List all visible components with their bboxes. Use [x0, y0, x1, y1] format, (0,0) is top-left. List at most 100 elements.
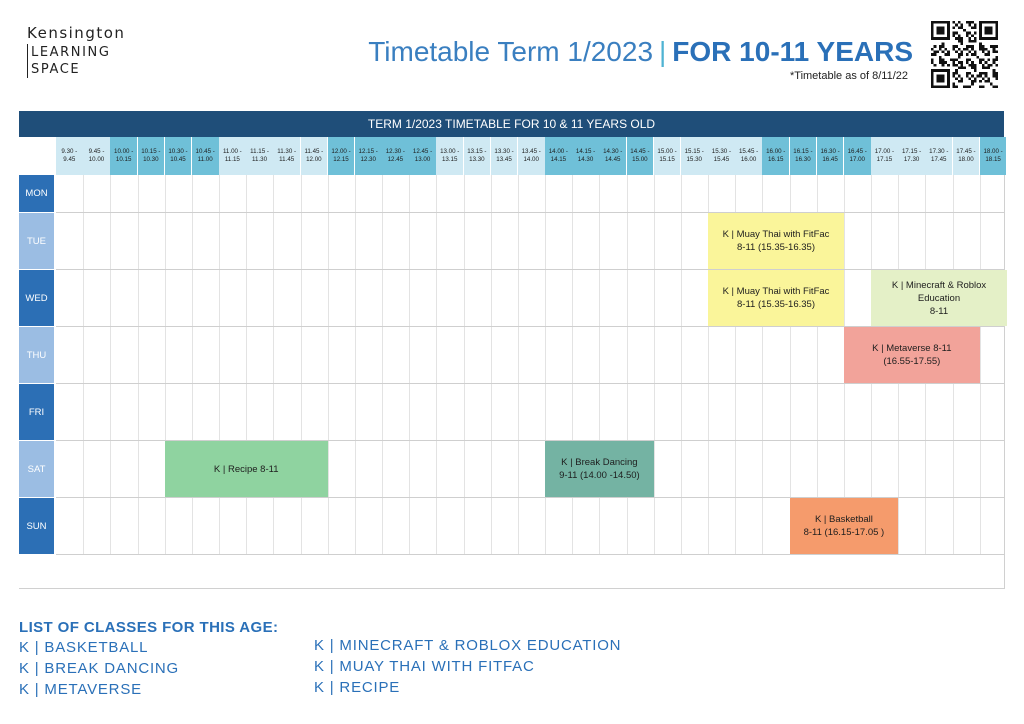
time-slot-header: 9.45 -10.00	[83, 137, 111, 175]
class-list-item: K | MINECRAFT & ROBLOX EDUCATION	[314, 637, 622, 654]
time-slot-header: 15.15 -15.30	[680, 137, 709, 175]
logo-subtitle: LEARNING SPACE	[27, 44, 125, 78]
time-slot-header: 13.15 -13.30	[463, 137, 492, 175]
time-slot-text: 11.30 -	[277, 147, 297, 155]
timetable-date-note: *Timetable as of 8/11/22	[789, 70, 908, 82]
day-label: SAT	[19, 441, 54, 497]
grid-column-line	[599, 175, 601, 555]
time-slot-text: 12.00 -	[331, 147, 351, 155]
grid-row-line	[56, 269, 1004, 270]
time-slot-text: 11.45	[279, 156, 295, 163]
class-event-block[interactable]: K | Break Dancing 9-11 (14.00 -14.50)	[545, 441, 654, 497]
time-slot-header: 11.45 -12.00	[300, 137, 329, 175]
grid-column-line	[409, 175, 411, 555]
class-event-block[interactable]: K | Metaverse 8-11 (16.55-17.55)	[843, 327, 980, 383]
time-slot-header: 18.00 -18.15	[979, 137, 1008, 175]
grid-column-line	[816, 175, 818, 555]
day-label: FRI	[19, 384, 54, 440]
class-list-item: K | MUAY THAI WITH FITFAC	[314, 658, 535, 675]
time-slot-header: 17.00 -17.15	[871, 137, 899, 175]
grid-column-line	[680, 175, 682, 555]
time-slot-text: 11.15	[224, 156, 240, 163]
class-event-block[interactable]: K | Basketball 8-11 (16.15-17.05 )	[789, 498, 899, 554]
time-slot-text: 12.00	[306, 156, 322, 163]
time-slot-header: 10.15 -10.30	[137, 137, 166, 175]
time-slot-header: 13.00 -13.15	[436, 137, 465, 175]
time-slot-text: 17.15 -	[901, 147, 922, 155]
time-slot-text: 12.30	[360, 156, 376, 163]
time-slot-header: 15.45 -16.00	[735, 137, 763, 175]
class-event-block[interactable]: K | Muay Thai with FitFac 8-11 (15.35-16.…	[708, 270, 844, 326]
time-slot-text: 10.45 -	[195, 147, 215, 155]
grid-column-line	[354, 175, 356, 555]
time-slot-text: 15.15	[659, 156, 675, 163]
time-slot-text: 17.00 -	[874, 147, 895, 155]
time-slot-text: 17.30	[903, 156, 920, 163]
grid-column-line	[436, 175, 438, 555]
logo-name: Kensington	[27, 24, 126, 42]
grid-row-line	[56, 383, 1004, 384]
class-list-title: LIST OF CLASSES FOR THIS AGE:	[19, 619, 279, 636]
grid-column-line	[653, 175, 655, 555]
time-slot-text: 14.45	[604, 156, 621, 163]
time-slot-text: 15.00 -	[657, 147, 677, 155]
time-slot-text: 10.30	[143, 156, 159, 163]
time-slot-text: 14.00	[523, 156, 539, 163]
day-label: SUN	[19, 498, 54, 554]
class-event-text: 8-11 (15.35-16.35)	[737, 242, 815, 253]
grid-column-line	[490, 175, 492, 555]
time-slot-header: 11.00 -11.15	[219, 137, 247, 175]
class-event-block[interactable]: K | Muay Thai with FitFac 8-11 (15.35-16.…	[708, 213, 844, 269]
time-slot-text: 14.15 -	[575, 147, 596, 155]
grid-column-line	[789, 175, 791, 555]
time-slot-text: 15.30 -	[711, 147, 732, 155]
time-slot-text: 13.45	[496, 156, 512, 163]
timetable-heading: TERM 1/2023 TIMETABLE FOR 10 & 11 YEARS …	[19, 111, 1004, 137]
title-separator: |	[659, 36, 667, 67]
time-slot-header: 10.45 -11.00	[191, 137, 220, 175]
grid-column-line	[979, 175, 981, 555]
time-slot-header: 15.00 -15.15	[653, 137, 682, 175]
time-slot-text: 9.30 -	[61, 147, 78, 155]
class-list-item: K | RECIPE	[314, 679, 401, 696]
grid-row-line	[56, 440, 1004, 441]
time-slot-header: 13.30 -13.45	[490, 137, 519, 175]
time-slot-header: 14.15 -14.30	[572, 137, 600, 175]
time-slot-text: 10.00 -	[114, 147, 134, 155]
time-slot-header: 16.00 -16.15	[762, 137, 791, 175]
time-slot-text: 18.00	[958, 156, 974, 163]
time-slot-header: 12.30 -12.45	[382, 137, 410, 175]
class-list-item: K | METAVERSE	[19, 681, 142, 698]
time-slot-text: 16.00 -	[766, 147, 786, 155]
class-event-text: 8-11	[929, 305, 949, 317]
time-slot-text: 16.15	[767, 156, 784, 163]
time-slot-text: 17.30 -	[929, 147, 949, 155]
time-slot-text: 11.15 -	[250, 147, 269, 155]
grid-column-line	[572, 175, 574, 555]
time-slot-text: 13.00 -	[440, 147, 460, 155]
grid-corner	[19, 137, 57, 175]
grid-column-line	[300, 175, 302, 555]
qr-code-icon[interactable]	[931, 21, 998, 88]
page-title-main: Timetable Term 1/2023	[368, 36, 654, 67]
page-title: Timetable Term 1/2023 | FOR 10-11 YEARS	[368, 36, 913, 68]
time-slot-text: 9.45	[63, 156, 76, 163]
time-slot-text: 14.15	[550, 156, 567, 163]
time-slot-text: 11.00 -	[222, 147, 242, 155]
time-slot-text: 13.00	[414, 156, 431, 163]
time-slot-header: 17.30 -17.45	[925, 137, 954, 175]
grid-column-line	[83, 175, 85, 555]
grid-row-line	[56, 212, 1004, 213]
time-slot-header: 17.15 -17.30	[898, 137, 926, 175]
time-slot-text: 16.00	[740, 156, 757, 163]
time-slot-header: 11.30 -11.45	[273, 137, 302, 175]
time-slot-text: 10.30 -	[168, 147, 188, 155]
time-slot-header: 16.45 -17.00	[843, 137, 872, 175]
class-event-block[interactable]: K | Recipe 8-11	[164, 441, 328, 497]
day-label: MON	[19, 175, 54, 212]
time-slot-text: 17.45 -	[956, 147, 976, 155]
grid-column-line	[382, 175, 384, 555]
class-event-text: 9-11 (14.00 -14.50)	[559, 470, 640, 481]
time-slot-text: 17.45	[931, 156, 947, 163]
class-event-block[interactable]: K | Minecraft & Roblox Education 8-11	[871, 270, 1007, 326]
